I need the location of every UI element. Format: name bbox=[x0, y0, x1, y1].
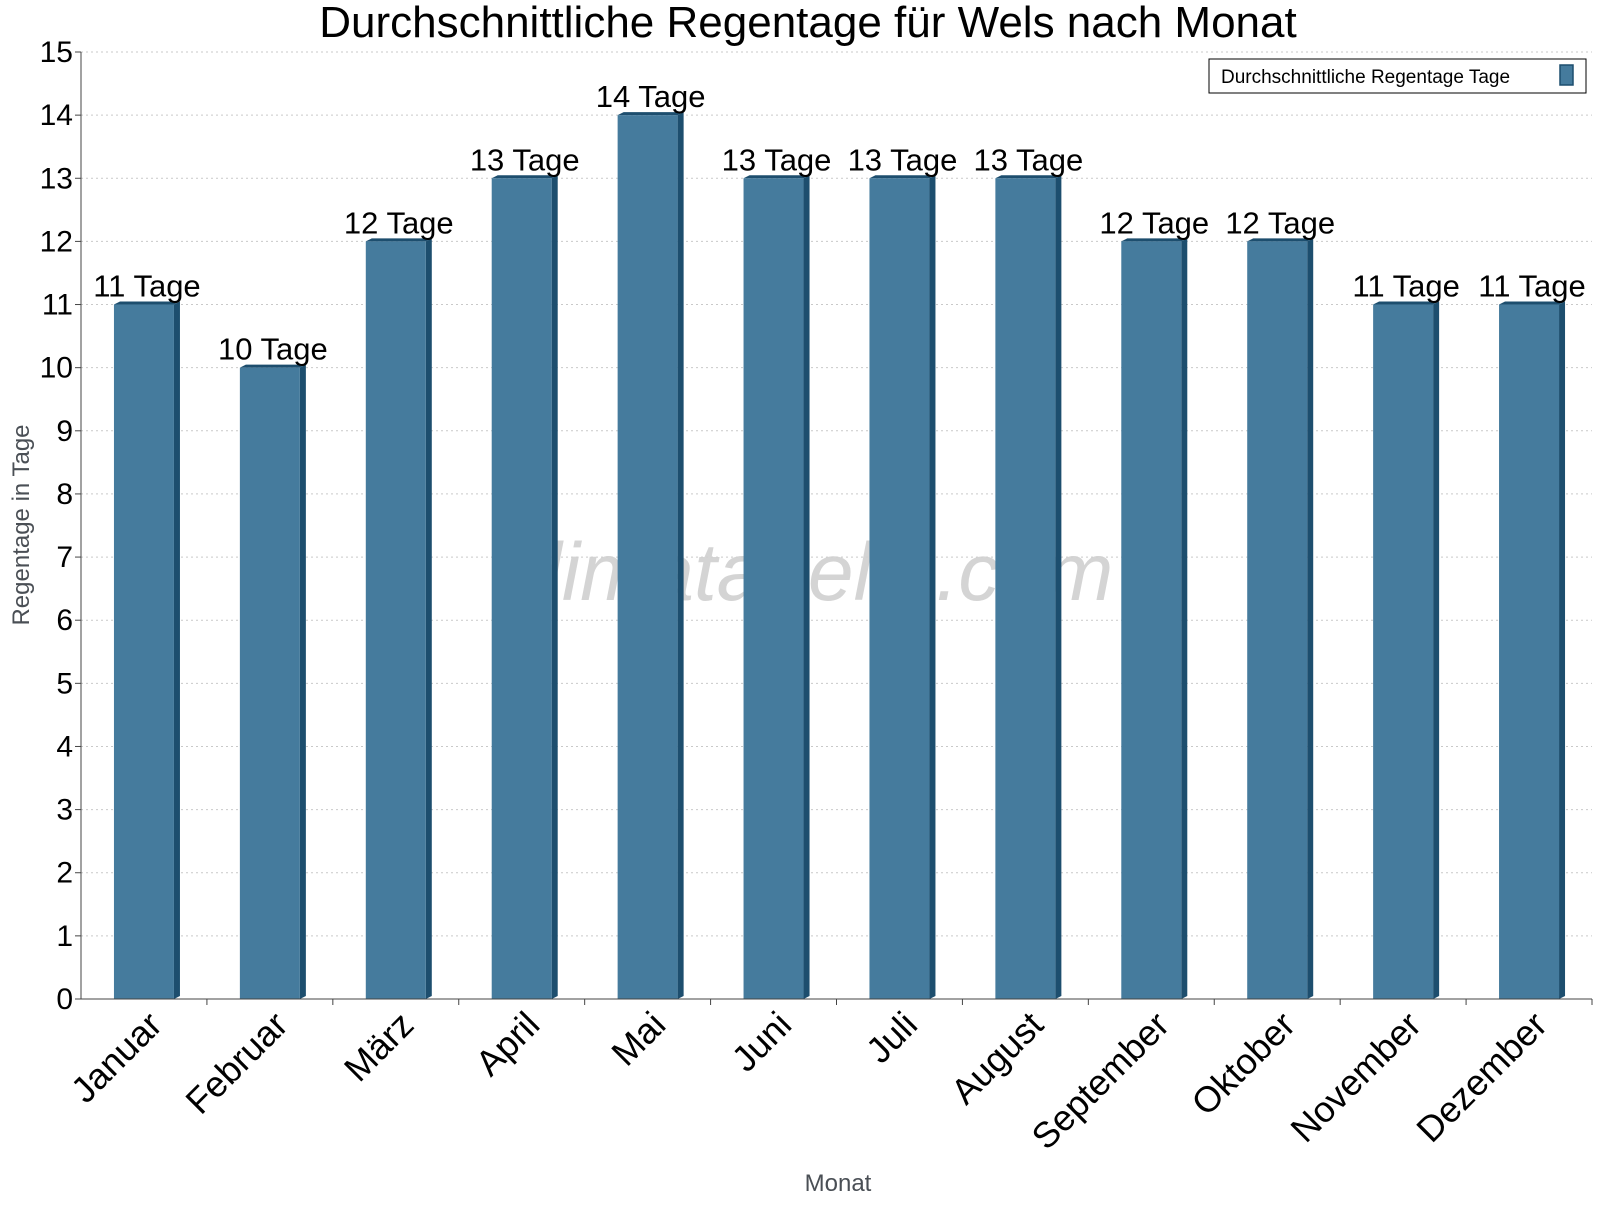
bar-top bbox=[1247, 238, 1314, 242]
bar bbox=[491, 178, 552, 999]
y-tick-label: 3 bbox=[56, 794, 73, 827]
bar bbox=[1373, 304, 1434, 999]
bar-top bbox=[1121, 238, 1188, 242]
bar-top bbox=[491, 175, 558, 179]
bar bbox=[1499, 304, 1560, 999]
bar bbox=[113, 304, 174, 999]
bar-value-label: 13 Tage bbox=[470, 142, 580, 177]
x-tick-label: Februar bbox=[177, 1004, 295, 1122]
y-tick-label: 6 bbox=[56, 604, 73, 637]
y-tick-label: 7 bbox=[56, 541, 73, 574]
x-tick-label: November bbox=[1282, 1004, 1428, 1150]
y-tick-label: 10 bbox=[40, 352, 73, 385]
y-tick-label: 14 bbox=[40, 99, 73, 132]
legend-label: Durchschnittliche Regentage Tage bbox=[1221, 67, 1510, 88]
bar-value-label: 12 Tage bbox=[344, 205, 454, 240]
y-tick-label: 1 bbox=[56, 920, 73, 953]
legend-box bbox=[1208, 58, 1587, 94]
y-tick-label: 8 bbox=[56, 478, 73, 511]
bar-side bbox=[677, 112, 684, 1000]
bar-value-label: 11 Tage bbox=[1352, 269, 1459, 304]
y-tick-label: 12 bbox=[40, 225, 73, 258]
bar-value-label: 11 Tage bbox=[93, 269, 200, 304]
bar-value-label: 13 Tage bbox=[848, 142, 958, 177]
bar-side bbox=[1559, 301, 1566, 999]
bars bbox=[113, 112, 1566, 1000]
x-tick-label: Dezember bbox=[1408, 1004, 1554, 1150]
y-tick-label: 13 bbox=[40, 162, 73, 195]
bar-side bbox=[425, 238, 432, 999]
bar bbox=[743, 178, 804, 999]
bar-top bbox=[743, 175, 810, 179]
bar bbox=[1247, 241, 1308, 999]
bar bbox=[365, 241, 426, 999]
bar-side bbox=[299, 364, 306, 1000]
bar-side bbox=[1055, 175, 1062, 999]
x-tick-label: Juni bbox=[724, 1004, 800, 1080]
bar-top bbox=[239, 364, 306, 368]
bar-top bbox=[617, 112, 684, 116]
x-tick-label: Juli bbox=[858, 1004, 925, 1071]
bar-top bbox=[995, 175, 1062, 179]
bar bbox=[617, 115, 678, 1000]
bar-value-label: 13 Tage bbox=[722, 142, 832, 177]
bar-value-label: 14 Tage bbox=[596, 79, 706, 114]
bar-side bbox=[929, 175, 936, 999]
chart-title: Durchschnittliche Regentage für Wels nac… bbox=[319, 0, 1296, 47]
bar-side bbox=[1307, 238, 1314, 999]
y-axis-label: Regentage in Tage bbox=[8, 424, 35, 625]
bar-top bbox=[1373, 301, 1440, 305]
x-tick-label: August bbox=[943, 1004, 1051, 1112]
bar bbox=[869, 178, 930, 999]
bar-side bbox=[1433, 301, 1440, 999]
y-tick-label: 5 bbox=[56, 667, 73, 700]
bar bbox=[239, 367, 300, 1000]
bar-side bbox=[551, 175, 558, 999]
legend-swatch bbox=[1559, 64, 1574, 86]
y-tick-label: 11 bbox=[42, 289, 73, 322]
bar-side bbox=[1181, 238, 1188, 999]
legend: Durchschnittliche Regentage Tage bbox=[1208, 58, 1587, 94]
x-tick-label: September bbox=[1023, 1004, 1177, 1158]
x-tick-label: Mai bbox=[603, 1004, 673, 1074]
x-tick-label: Oktober bbox=[1183, 1004, 1303, 1124]
y-tick-label: 0 bbox=[56, 983, 73, 1016]
bar-side bbox=[173, 301, 180, 999]
y-tick-label: 15 bbox=[40, 36, 73, 69]
bar-side bbox=[803, 175, 810, 999]
bar-top bbox=[869, 175, 936, 179]
y-tick-label: 2 bbox=[56, 857, 73, 890]
bar-top bbox=[365, 238, 432, 242]
bar-top bbox=[1499, 301, 1566, 305]
gridlines bbox=[81, 51, 1592, 937]
bar-value-label: 12 Tage bbox=[1099, 205, 1209, 240]
axes bbox=[80, 52, 1592, 1000]
y-tick-label: 9 bbox=[56, 415, 73, 448]
bar bbox=[995, 178, 1056, 999]
x-axis-label: Monat bbox=[805, 1170, 872, 1197]
bar-value-label: 12 Tage bbox=[1225, 205, 1335, 240]
x-tick-label: Januar bbox=[63, 1004, 170, 1111]
bar-top bbox=[113, 301, 180, 305]
bar-value-label: 10 Tage bbox=[218, 332, 328, 367]
bar bbox=[1121, 241, 1182, 999]
data-labels: 11 Tage 10 Tage 12 Tage 13 Tage 14 Tage 13 Ta… bbox=[93, 79, 1586, 367]
bar-value-label: 13 Tage bbox=[973, 142, 1083, 177]
bar-value-label: 11 Tage bbox=[1478, 269, 1585, 304]
x-tick-label: März bbox=[336, 1004, 422, 1090]
x-tick-label: April bbox=[467, 1004, 547, 1084]
y-tick-label: 4 bbox=[56, 730, 73, 763]
x-tick-labels: Januar Februar März April Mai Juni Juli AugustS… bbox=[63, 999, 1593, 1158]
